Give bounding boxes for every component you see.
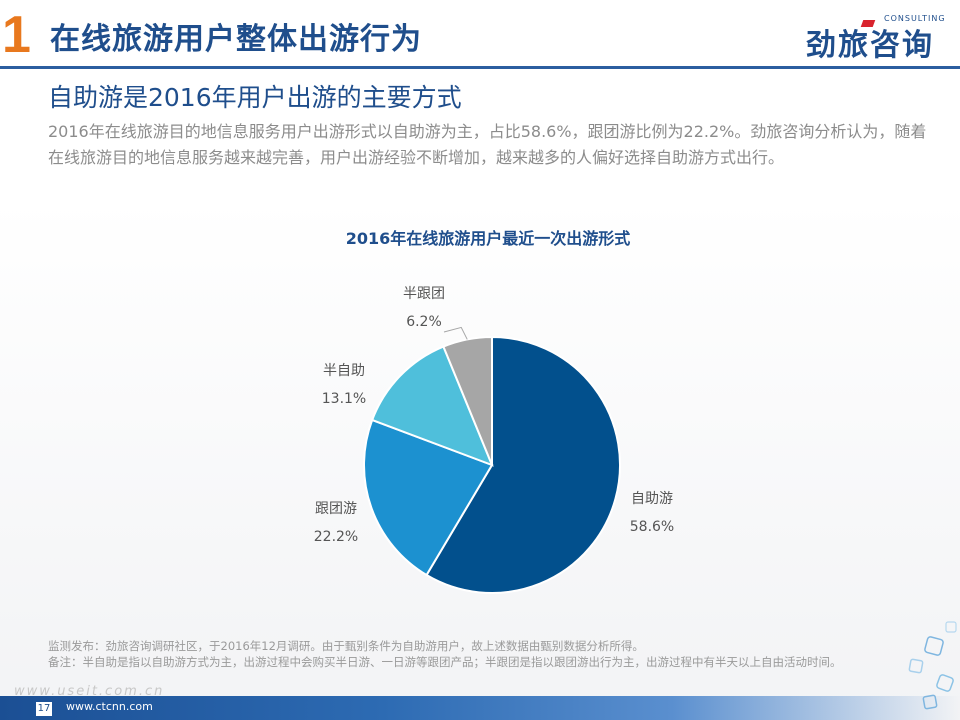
page-number: 17 xyxy=(36,702,52,716)
slice-value-label: 13.1% xyxy=(322,391,366,407)
slice-value-label: 6.2% xyxy=(406,314,442,330)
leader-lines xyxy=(443,326,468,340)
section-number: 1 xyxy=(2,6,31,64)
footer-band xyxy=(0,696,960,720)
site-link[interactable]: www.ctcnn.com xyxy=(66,700,153,713)
chart-title: 2016年在线旅游用户最近一次出游形式 xyxy=(346,229,631,248)
slice-name-label: 跟团游 xyxy=(315,501,357,517)
page-title: 在线旅游用户整体出游行为 xyxy=(50,22,422,57)
leader-line xyxy=(443,326,468,340)
slice-labels: 自助游 58.6% 跟团游 22.2% 半自助 13.1% 半跟团 6.2% xyxy=(314,286,674,545)
pie-chart: 2016年在线旅游用户最近一次出游形式 自助游 58.6% 跟团游 22.2% 半自助 1… xyxy=(314,229,674,594)
source-note: 监测发布：劲旅咨询调研社区，于2016年12月调研。由于甄别条件为自助游用户，故… xyxy=(48,639,644,653)
slice-value-label: 22.2% xyxy=(314,529,358,545)
decorative-squares-icon xyxy=(908,621,957,710)
slice-name-label: 半自助 xyxy=(323,363,365,379)
logo-subtext: CONSULTING xyxy=(884,14,946,23)
pie-slice-3 xyxy=(370,345,494,467)
logo-mark-icon xyxy=(860,20,876,27)
pie-slice-1 xyxy=(425,335,621,594)
slide-description: 2016年在线旅游目的地信息服务用户出游形式以自助游为主，占比58.6%，跟团游… xyxy=(48,122,927,167)
logo-text: 劲旅咨询 xyxy=(806,28,934,63)
pie-slice-2 xyxy=(363,418,494,577)
pie-slices xyxy=(363,335,621,594)
definition-note: 备注：半自助是指以自助游方式为主，出游过程中会购买半日游、一日游等跟团产品；半跟… xyxy=(48,655,842,669)
watermark: www.useit.com.cn xyxy=(14,684,165,699)
slice-name-label: 半跟团 xyxy=(403,286,445,302)
footnotes: 监测发布：劲旅咨询调研社区，于2016年12月调研。由于甄别条件为自助游用户，故… xyxy=(48,638,908,670)
header-divider xyxy=(0,66,960,69)
company-logo: CONSULTING 劲旅咨询 xyxy=(806,14,946,63)
slice-name-label: 自助游 xyxy=(631,491,673,507)
slide-subtitle: 自助游是2016年用户出游的主要方式 xyxy=(48,83,462,112)
slice-value-label: 58.6% xyxy=(630,519,674,535)
